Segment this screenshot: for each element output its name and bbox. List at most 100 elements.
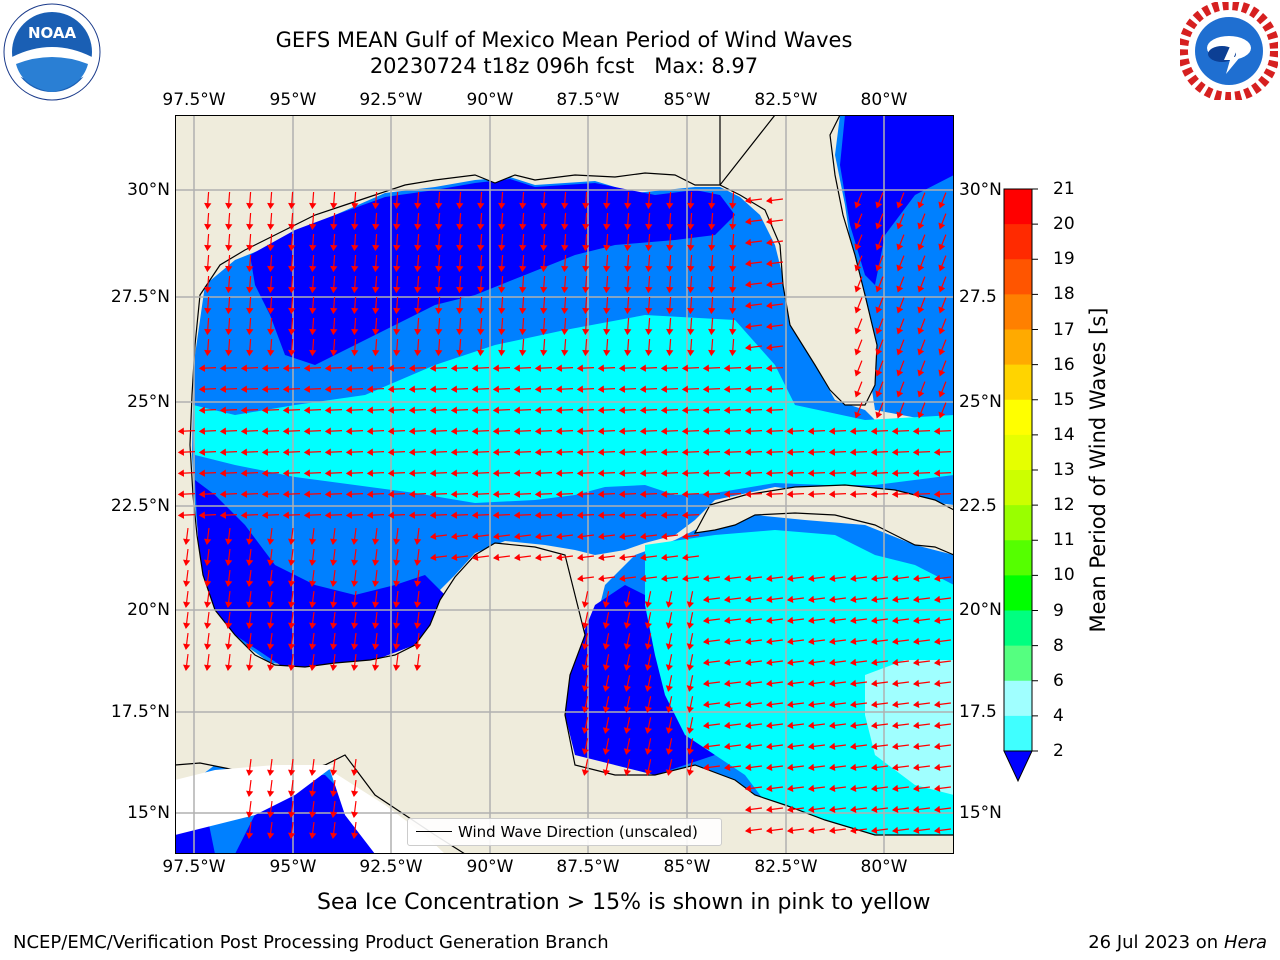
wind-arrow-head (687, 202, 695, 210)
wind-arrow-head (225, 643, 233, 651)
wind-arrow-head (645, 223, 653, 231)
wind-arrow-head (330, 223, 338, 231)
wind-arrow-head (624, 223, 632, 231)
wind-arrow-head (744, 616, 752, 624)
wind-arrow-head (519, 328, 527, 336)
wind-arrow-head (330, 601, 338, 609)
wind-arrow-head (267, 223, 275, 231)
wind-arrow-head (702, 658, 710, 666)
lat-label-right: 17.5 (959, 702, 997, 722)
wind-arrow-head (744, 658, 752, 666)
wind-arrow-head (702, 700, 710, 708)
wind-arrow-head (387, 448, 395, 456)
wind-arrow-head (351, 601, 359, 609)
lon-label-top: 90°W (466, 90, 514, 110)
wind-arrow-head (246, 769, 254, 777)
wind-arrow-head (324, 490, 332, 498)
wind-arrow-head (288, 559, 296, 567)
wind-arrow-head (477, 223, 485, 231)
wind-arrow-head (267, 307, 275, 315)
wind-arrow-head (765, 742, 773, 750)
wind-arrow-head (912, 490, 920, 498)
wind-arrow-head (225, 202, 233, 210)
wind-arrow-head (198, 364, 206, 372)
wind-arrow-head (372, 307, 380, 315)
wind-arrow-head (204, 328, 212, 336)
wind-arrow-head (708, 223, 716, 231)
wind-arrow-head (366, 490, 374, 498)
wind-arrow-head (666, 244, 674, 252)
wind-arrow-head (435, 328, 443, 336)
wind-arrow-head (225, 664, 233, 672)
wind-arrow-head (891, 742, 899, 750)
wind-arrow-head (555, 469, 563, 477)
wind-arrow-head (849, 721, 857, 729)
wind-arrow-head (623, 685, 631, 692)
wind-arrow-head (330, 202, 338, 210)
wind-arrow-head (198, 469, 206, 477)
wind-arrow-head (912, 448, 920, 456)
wind-arrow-head (744, 700, 752, 708)
wind-arrow-head (414, 265, 422, 273)
wind-arrow-head (351, 811, 359, 819)
wind-arrow-head (702, 364, 710, 372)
yucatan-low-period (565, 585, 715, 775)
colorbar-label: Mean Period of Wind Waves [s] (1086, 307, 1110, 633)
wind-arrow-head (917, 285, 925, 293)
northern-gulf-low-period (250, 179, 735, 365)
wind-arrow-head (225, 580, 233, 588)
cuba-island (693, 484, 954, 556)
wind-arrow-head (828, 805, 836, 813)
wind-arrow-head (891, 595, 899, 603)
wind-arrow-head (765, 721, 773, 729)
wind-arrow-head (828, 784, 836, 792)
wind-arrow-head (303, 364, 311, 372)
wind-arrow-head (282, 469, 290, 477)
wind-arrow-head (246, 328, 254, 336)
wind-arrow-head (498, 307, 506, 315)
wind-arrow-head (807, 763, 815, 771)
wind-arrow-head (408, 364, 416, 372)
chart-title-line1: GEFS MEAN Gulf of Mexico Mean Period of … (275, 28, 853, 52)
wind-arrow-head (303, 448, 311, 456)
wind-arrow-head (246, 244, 254, 252)
wind-arrow-head (896, 369, 904, 377)
wind-arrow-head (854, 327, 862, 335)
colorbar-segment (1004, 575, 1032, 611)
wind-arrow-head (513, 448, 521, 456)
wind-arrow-head (896, 201, 904, 209)
wind-arrow-head (309, 328, 317, 336)
wind-arrow-head (828, 721, 836, 729)
wind-arrow-head (261, 469, 269, 477)
wind-arrow-head (938, 369, 946, 377)
wind-arrow-head (623, 706, 631, 713)
wind-arrow-head (576, 532, 584, 540)
wind-arrow-head (917, 327, 925, 335)
wind-arrow-head (309, 769, 317, 777)
wind-arrow-head (246, 538, 254, 546)
wind-arrow-head (917, 348, 925, 356)
wind-arrow-head (723, 658, 731, 666)
wind-arrow-head (435, 244, 443, 252)
wind-arrow-head (807, 616, 815, 624)
wind-arrow-head (204, 202, 212, 210)
wind-arrow-head (681, 448, 689, 456)
wind-arrow-head (429, 553, 437, 561)
wind-arrow-head (744, 490, 752, 498)
wind-arrow-head (309, 349, 317, 357)
wind-arrow-head (492, 406, 500, 414)
wind-arrow-head (351, 349, 359, 357)
wind-arrow-head (267, 790, 275, 798)
wind-arrow-head (288, 328, 296, 336)
wind-arrow-head (414, 580, 422, 588)
colorbar-segment (1004, 434, 1032, 471)
wind-arrow-head (345, 511, 353, 519)
colorbar-extend-arrow (1003, 750, 1033, 783)
wind-arrow-head (854, 369, 862, 377)
wind-arrow-head (644, 727, 652, 734)
wind-arrow-head (744, 805, 752, 813)
wind-arrow-head (686, 706, 694, 713)
wind-arrow-head (807, 427, 815, 435)
wind-arrow-head (786, 742, 794, 750)
wind-arrow-head (582, 202, 590, 210)
